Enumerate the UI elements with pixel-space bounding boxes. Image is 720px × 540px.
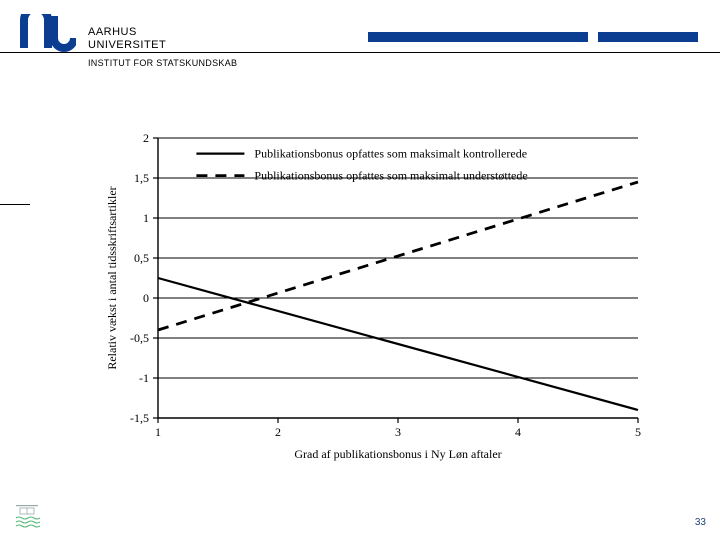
svg-text:Publikationsbonus opfattes som: Publikationsbonus opfattes som maksimalt… <box>254 169 527 183</box>
page-number: 33 <box>695 517 706 528</box>
svg-text:2: 2 <box>143 131 149 145</box>
svg-text:Relativ vækst i antal tidsskri: Relativ vækst i antal tidsskriftsartikle… <box>105 186 119 369</box>
svg-text:1: 1 <box>155 425 161 439</box>
svg-text:Grad af publikationsbonus i Ny: Grad af publikationsbonus i Ny Løn aftal… <box>294 447 501 461</box>
university-line2: UNIVERSITET <box>88 39 166 52</box>
svg-text:-1,5: -1,5 <box>130 411 149 425</box>
university-line1: AARHUS <box>88 26 166 39</box>
university-name: AARHUS UNIVERSITET <box>88 26 166 51</box>
chart-svg: -1,5 -1 -0,5 0 0,5 1 1,5 2 1 2 3 4 5 Publikationsbonu… <box>100 128 660 468</box>
svg-text:-0,5: -0,5 <box>130 331 149 345</box>
svg-text:4: 4 <box>515 425 521 439</box>
svg-text:-1: -1 <box>139 371 149 385</box>
department-name: INSTITUT FOR STATSKUNDSKAB <box>88 58 237 68</box>
header-rule <box>0 52 720 53</box>
header-accent-bar-1 <box>368 32 588 42</box>
svg-text:5: 5 <box>635 425 641 439</box>
svg-text:3: 3 <box>395 425 401 439</box>
aarhus-logo <box>20 14 76 52</box>
svg-text:1,5: 1,5 <box>134 171 149 185</box>
publication-bonus-chart: -1,5 -1 -0,5 0 0,5 1 1,5 2 1 2 3 4 5 Publikationsbonu… <box>100 128 660 468</box>
side-marker <box>0 204 30 205</box>
svg-text:Publikationsbonus opfattes som: Publikationsbonus opfattes som maksimalt… <box>254 147 527 161</box>
footer-emblem <box>14 502 40 528</box>
svg-text:0: 0 <box>143 291 149 305</box>
svg-text:2: 2 <box>275 425 281 439</box>
svg-text:1: 1 <box>143 211 149 225</box>
header-accent-bar-2 <box>598 32 698 42</box>
svg-text:0,5: 0,5 <box>134 251 149 265</box>
slide-header: AARHUS UNIVERSITET INSTITUT FOR STATSKUN… <box>0 0 720 70</box>
